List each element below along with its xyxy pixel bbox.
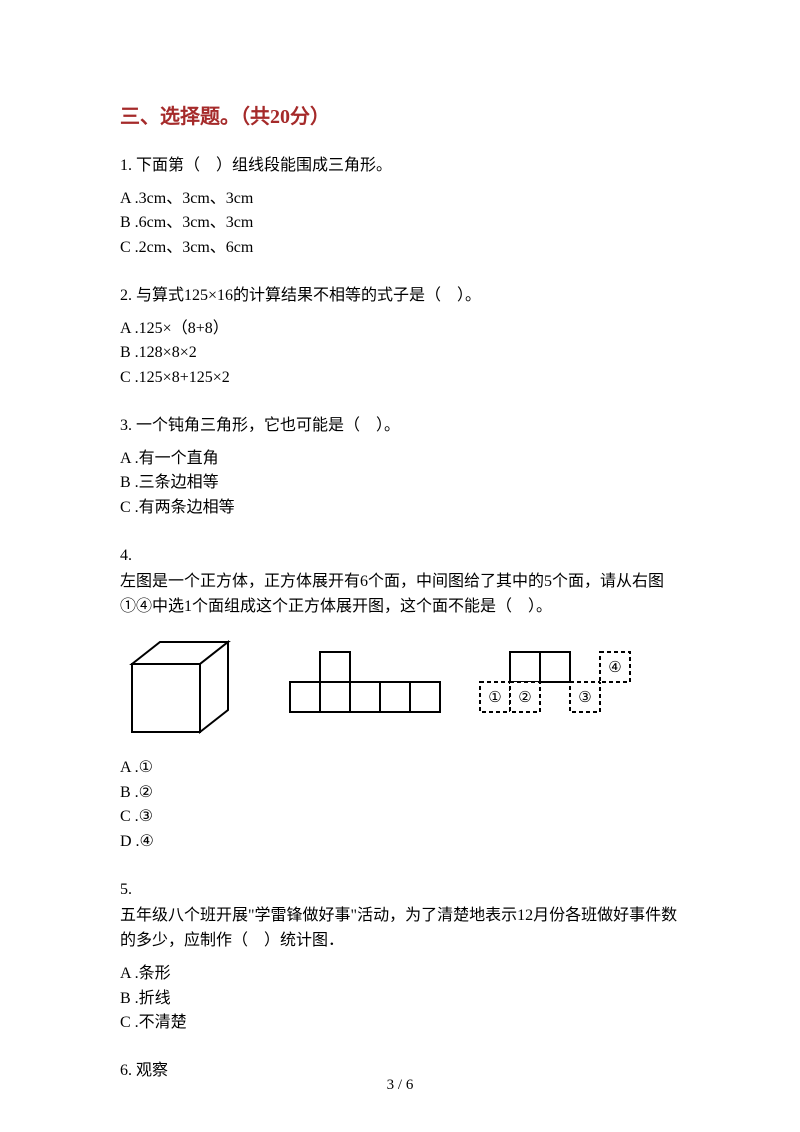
q2-options: A .125×（8+8） B .128×8×2 C .125×8+125×2 xyxy=(120,317,680,391)
q1-options: A .3cm、3cm、3cm B .6cm、3cm、3cm C .2cm、3cm… xyxy=(120,187,680,261)
q1-opt-c: C .2cm、3cm、6cm xyxy=(120,236,680,261)
q1-opt-a: A .3cm、3cm、3cm xyxy=(120,187,680,212)
question-4: 4. 左图是一个正方体，正方体展开有6个面，中间图给了其中的5个面，请从右图①④… xyxy=(120,543,680,855)
question-5: 5. 五年级八个班开展"学雷锋做好事"活动，为了清楚地表示12月份各班做好事件数… xyxy=(120,877,680,1036)
question-2: 2. 与算式125×16的计算结果不相等的式子是（ ）。 A .125×（8+8… xyxy=(120,283,680,391)
q1-opt-b: B .6cm、3cm、3cm xyxy=(120,211,680,236)
q4-opt-a: A .① xyxy=(120,756,680,781)
q4-figure-svg: ① ② ③ ④ xyxy=(120,632,640,742)
page-footer: 3 / 6 xyxy=(0,1077,800,1094)
q5-options: A .条形 B .折线 C .不清楚 xyxy=(120,962,680,1036)
q4-text: 左图是一个正方体，正方体展开有6个面，中间图给了其中的5个面，请从右图①④中选1… xyxy=(120,569,680,620)
q5-opt-a: A .条形 xyxy=(120,962,680,987)
svg-text:②: ② xyxy=(518,690,531,706)
q4-num: 4. xyxy=(120,543,680,569)
svg-text:①: ① xyxy=(488,690,501,706)
q3-opt-c: C .有两条边相等 xyxy=(120,496,680,521)
q2-opt-b: B .128×8×2 xyxy=(120,341,680,366)
question-1: 1. 下面第（ ）组线段能围成三角形。 A .3cm、3cm、3cm B .6c… xyxy=(120,153,680,261)
q5-text: 五年级八个班开展"学雷锋做好事"活动，为了清楚地表示12月份各班做好事件数的多少… xyxy=(120,903,680,954)
q4-options: A .① B .② C .③ D .④ xyxy=(120,756,680,855)
q2-text: 2. 与算式125×16的计算结果不相等的式子是（ ）。 xyxy=(120,283,680,309)
q5-opt-c: C .不清楚 xyxy=(120,1011,680,1036)
q3-options: A .有一个直角 B .三条边相等 C .有两条边相等 xyxy=(120,447,680,521)
question-3: 3. 一个钝角三角形，它也可能是（ ）。 A .有一个直角 B .三条边相等 C… xyxy=(120,413,680,521)
q2-opt-a: A .125×（8+8） xyxy=(120,317,680,342)
q3-opt-b: B .三条边相等 xyxy=(120,471,680,496)
q4-figures: ① ② ③ ④ xyxy=(120,632,680,742)
svg-text:④: ④ xyxy=(608,660,621,676)
q4-opt-d: D .④ xyxy=(120,830,680,855)
q4-opt-b: B .② xyxy=(120,781,680,806)
q5-num: 5. xyxy=(120,877,680,903)
q4-opt-c: C .③ xyxy=(120,805,680,830)
q3-opt-a: A .有一个直角 xyxy=(120,447,680,472)
q1-text: 1. 下面第（ ）组线段能围成三角形。 xyxy=(120,153,680,179)
svg-text:③: ③ xyxy=(578,690,591,706)
q5-opt-b: B .折线 xyxy=(120,987,680,1012)
page-content: 三、选择题。（共20分） 1. 下面第（ ）组线段能围成三角形。 A .3cm、… xyxy=(0,0,800,1132)
q2-opt-c: C .125×8+125×2 xyxy=(120,366,680,391)
section-title: 三、选择题。（共20分） xyxy=(120,100,680,129)
q3-text: 3. 一个钝角三角形，它也可能是（ ）。 xyxy=(120,413,680,439)
